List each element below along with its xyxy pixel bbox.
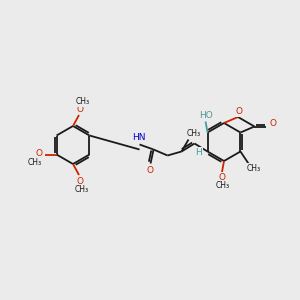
Text: CH₃: CH₃ <box>216 181 230 190</box>
Text: CH₃: CH₃ <box>28 158 42 167</box>
Text: CH₃: CH₃ <box>187 129 201 138</box>
Text: O: O <box>76 176 83 185</box>
Text: O: O <box>236 107 242 116</box>
Text: CH₃: CH₃ <box>246 164 260 173</box>
Text: O: O <box>35 149 42 158</box>
Text: CH₃: CH₃ <box>75 184 89 194</box>
Text: HN: HN <box>132 133 145 142</box>
Text: H: H <box>195 148 202 157</box>
Text: CH₃: CH₃ <box>76 98 90 106</box>
Text: O: O <box>270 119 277 128</box>
Text: O: O <box>146 166 153 175</box>
Text: O: O <box>76 104 83 113</box>
Text: HO: HO <box>199 111 212 120</box>
Text: O: O <box>218 172 226 182</box>
